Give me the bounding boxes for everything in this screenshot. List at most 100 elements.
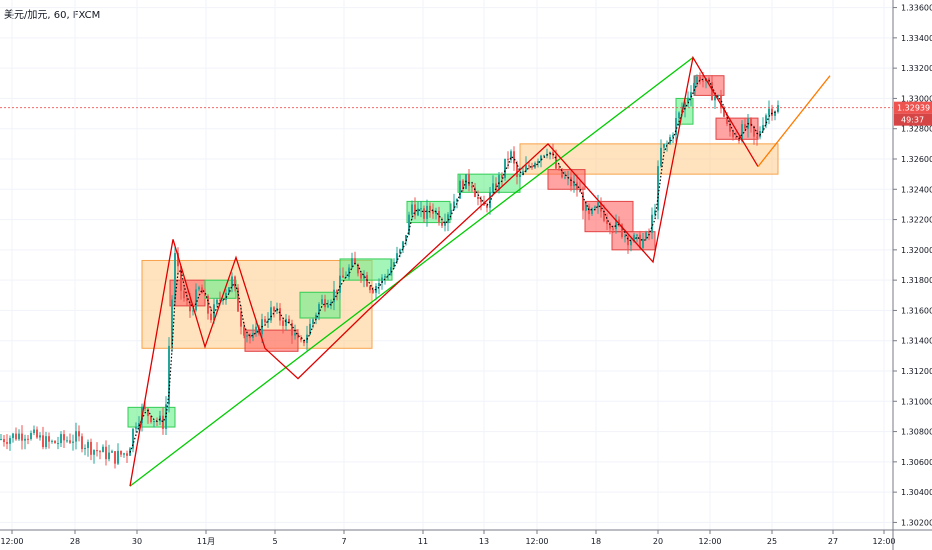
x-tick-label: 13 (479, 537, 489, 546)
candle-body (672, 135, 674, 138)
candle-body (408, 214, 410, 235)
y-tick-label: 1.33200 (901, 64, 932, 73)
candle-body (153, 420, 155, 422)
candle-body (459, 180, 461, 199)
candle-body (132, 428, 134, 449)
candle-body (717, 95, 719, 97)
candle-body (564, 177, 566, 179)
candle-body (660, 147, 662, 167)
candle-body (501, 175, 503, 178)
candle-body (390, 267, 392, 275)
candle-body (267, 320, 269, 323)
candle-body (405, 234, 407, 242)
candle-body (69, 440, 71, 443)
candle-body (693, 82, 695, 93)
price-label-bg (894, 101, 932, 114)
candle-body (561, 168, 563, 178)
candle-body (528, 165, 530, 167)
candle-body (237, 287, 239, 312)
candle-body (360, 273, 362, 279)
overlay-lines (0, 55, 893, 487)
candle-body (402, 241, 404, 250)
candle-body (309, 323, 311, 335)
candle-body (669, 137, 671, 144)
candle-body (594, 206, 596, 209)
x-tick-label: 11 (418, 537, 428, 546)
candle-body (393, 262, 395, 268)
candle-body (513, 151, 515, 164)
candle-body (633, 234, 635, 242)
candle-body (246, 335, 248, 337)
x-tick-label: 12:00 (525, 537, 548, 546)
candle-body (531, 165, 533, 168)
candle-body (621, 224, 623, 238)
candle-body (66, 440, 68, 442)
candle-body (720, 95, 722, 109)
trendline (129, 57, 694, 487)
candle-body (207, 295, 209, 314)
candle-body (429, 205, 431, 211)
candle-body (342, 275, 344, 278)
candle-body (666, 143, 668, 145)
candle-body (99, 451, 101, 453)
candle-body (702, 80, 704, 82)
candle-body (78, 431, 80, 437)
candle-body (174, 253, 176, 300)
candle-body (735, 137, 737, 139)
candle-body (675, 117, 677, 136)
candle-body (231, 276, 233, 288)
x-tick-label: 5 (272, 537, 277, 546)
candle-body (516, 163, 518, 177)
candle-body (432, 210, 434, 214)
candle-body (351, 258, 353, 268)
candle-body (606, 220, 608, 224)
candle-body (579, 190, 581, 193)
candle-body (372, 290, 374, 293)
candle-body (510, 151, 512, 160)
candle-body (624, 236, 626, 238)
candle-body (744, 124, 746, 129)
y-tick-label: 1.33400 (901, 34, 932, 43)
candle-body (543, 155, 545, 157)
candle-body (396, 253, 398, 263)
candle-body (615, 219, 617, 230)
zigzag-line (129, 55, 759, 487)
candle-body (219, 299, 221, 301)
candle-body (177, 253, 179, 267)
candle-body (264, 319, 266, 323)
candle-body (678, 112, 680, 118)
candle-body (144, 406, 146, 409)
candle-body (750, 118, 752, 127)
grid (0, 0, 893, 530)
candle-body (339, 275, 341, 293)
candle-body (741, 124, 743, 142)
candle-body (249, 335, 251, 338)
candle-body (753, 126, 755, 137)
candle-body (63, 434, 65, 441)
candle-body (189, 300, 191, 312)
zigzag-projection (757, 75, 831, 168)
x-tick-label: 11月 (197, 537, 215, 546)
y-tick-label: 1.30200 (901, 518, 932, 527)
candle-body (480, 198, 482, 203)
candle-body (699, 76, 701, 81)
candle-body (774, 111, 776, 116)
candle-body (495, 183, 497, 190)
candle-body (315, 314, 317, 320)
candle-body (570, 177, 572, 187)
candle-body (534, 163, 536, 168)
candle-body (24, 438, 26, 441)
candle-body (84, 447, 86, 450)
y-tick-label: 1.32800 (901, 125, 932, 134)
y-tick-label: 1.31800 (901, 276, 932, 285)
candle-body (522, 171, 524, 175)
candle-body (288, 318, 290, 324)
candle-body (273, 307, 275, 312)
candle-body (588, 206, 590, 215)
candle-body (549, 152, 551, 154)
y-tick-label: 1.32000 (901, 246, 932, 255)
candle-body (441, 222, 443, 226)
x-tick-label: 7 (341, 537, 346, 546)
candle-body (426, 205, 428, 219)
